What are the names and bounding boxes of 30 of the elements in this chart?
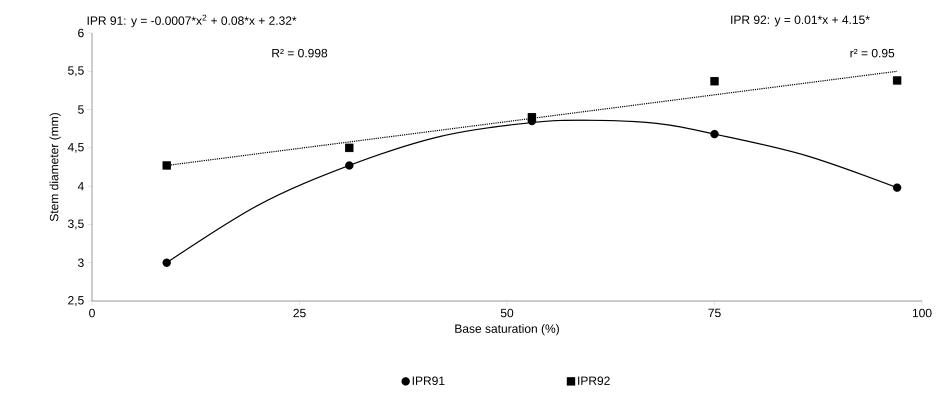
point [892,76,902,85]
y-tick-label: 4,5 [68,142,84,153]
legend-label: IPR91 [412,376,444,385]
x-tick-label: 25 [293,308,306,318]
y-tick-label: 6 [78,28,84,38]
y-tick-label: 3 [78,258,84,267]
x-tick-label: 75 [708,308,721,318]
y-axis-title: Stem diameter (mm) [50,113,61,222]
y-tick-label: 3,5 [68,219,84,230]
point [162,258,171,267]
y-tick-label: 4 [78,182,84,190]
y-tick-label: 5 [78,105,84,114]
x-tick-label: 0 [89,308,95,318]
annotation: r² = 0.95 [850,48,894,58]
point [710,130,719,138]
text: IPR 91: y = -0.0007*x$^{2}$ + 0.08*x + 2.32* [88,14,296,28]
x-axis-title: Base saturation (%) [455,324,559,336]
point [892,183,902,192]
point [710,77,719,86]
point [345,161,354,170]
text: IPR 92: y = 0.01*x + 4.15* [731,16,870,26]
x-tick-label: 50 [500,308,514,318]
point [162,161,171,170]
annotation: R² = 0.998 [272,48,328,58]
point [345,144,354,152]
x-tick-label: 100 [912,308,932,318]
point [528,113,536,122]
legend-label: IPR92 [578,376,610,385]
y-tick-label: 5,5 [68,66,84,76]
y-tick-label: 2,5 [68,296,84,306]
